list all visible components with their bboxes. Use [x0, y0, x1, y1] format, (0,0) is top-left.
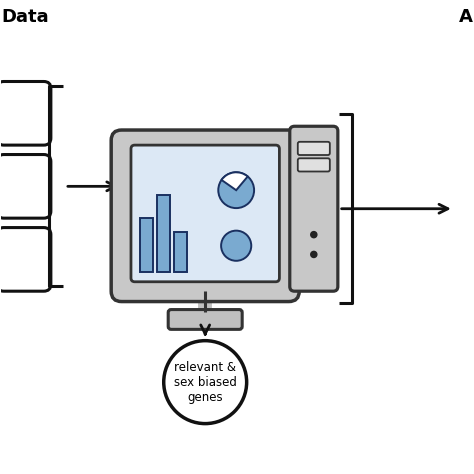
FancyBboxPatch shape [168, 310, 242, 329]
Bar [174, 232, 187, 273]
Text: A: A [459, 9, 473, 27]
Circle shape [311, 232, 317, 237]
FancyBboxPatch shape [290, 126, 338, 291]
Circle shape [311, 251, 317, 257]
Circle shape [221, 231, 251, 261]
FancyBboxPatch shape [0, 228, 51, 291]
Circle shape [219, 172, 254, 208]
Bar [140, 218, 153, 273]
Text: Data: Data [1, 9, 49, 27]
Wedge shape [221, 172, 248, 190]
FancyBboxPatch shape [298, 142, 330, 155]
FancyBboxPatch shape [111, 130, 299, 301]
FancyBboxPatch shape [298, 158, 330, 172]
FancyBboxPatch shape [0, 155, 51, 218]
Circle shape [164, 341, 246, 424]
Bar [157, 195, 170, 273]
FancyBboxPatch shape [0, 82, 51, 145]
FancyBboxPatch shape [131, 145, 279, 282]
Text: relevant &
sex biased
genes: relevant & sex biased genes [174, 361, 237, 404]
